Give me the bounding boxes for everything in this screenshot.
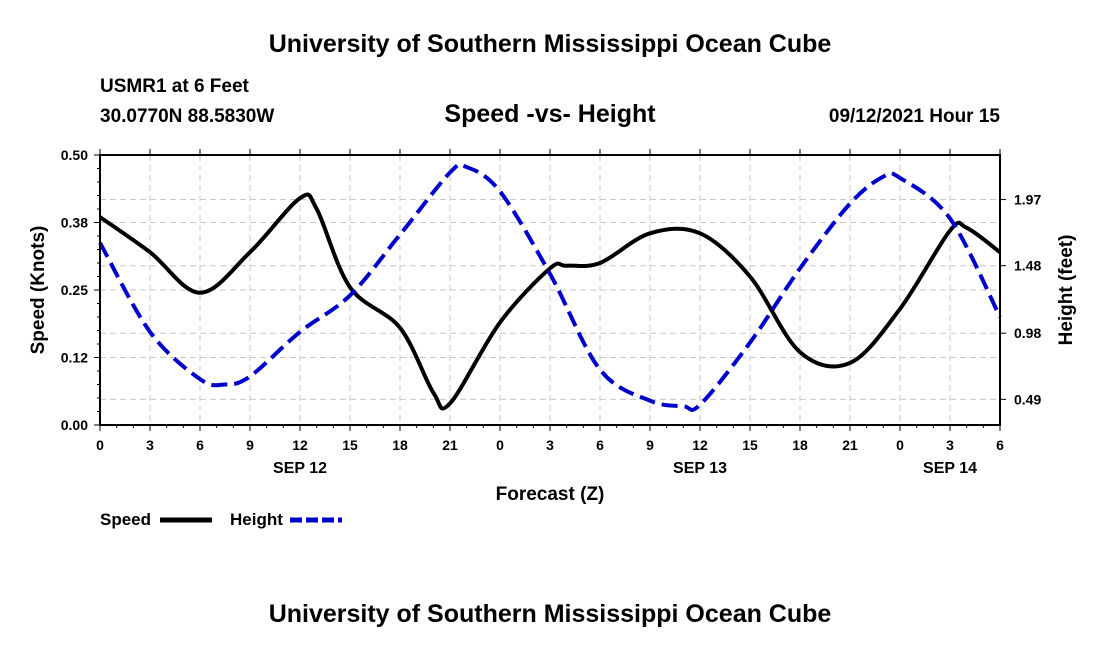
station-coordinates: 30.0770N 88.5830W — [100, 106, 275, 127]
date-label: SEP 12 — [273, 460, 327, 477]
x-tick-label: 18 — [392, 437, 408, 453]
x-tick-label: 0 — [96, 437, 104, 453]
y-axis-label-left: Speed (Knots) — [28, 226, 49, 355]
page-title: University of Southern Mississippi Ocean… — [268, 30, 832, 58]
y-left-tick-label: 0.00 — [61, 417, 88, 433]
legend-height-label: Height — [230, 510, 283, 529]
y-right-tick-label: 1.97 — [1014, 192, 1041, 208]
x-tick-label: 6 — [996, 437, 1004, 453]
y-axis-label-right: Height (feet) — [1056, 235, 1077, 346]
y-left-tick-label: 0.38 — [61, 215, 88, 231]
axis-ticks — [94, 149, 1006, 431]
y-right-tick-label: 0.49 — [1014, 391, 1041, 407]
y-left-tick-label: 0.25 — [61, 282, 88, 298]
x-tick-label: 0 — [496, 437, 504, 453]
x-tick-label: 12 — [692, 437, 708, 453]
x-tick-label: 9 — [646, 437, 654, 453]
x-tick-label: 3 — [546, 437, 554, 453]
legend: Speed Height — [100, 510, 342, 529]
x-tick-label: 6 — [596, 437, 604, 453]
chart-title: Speed -vs- Height — [444, 100, 656, 128]
series-lines — [98, 162, 1002, 412]
date-label: SEP 14 — [923, 460, 977, 477]
x-tick-label: 3 — [946, 437, 954, 453]
y-right-tick-label: 0.98 — [1014, 325, 1041, 341]
footer-title: University of Southern Mississippi Ocean… — [268, 600, 832, 628]
series-line-height — [98, 162, 1002, 412]
date-label: SEP 13 — [673, 460, 727, 477]
x-tick-label: 12 — [292, 437, 308, 453]
legend-speed-label: Speed — [100, 510, 151, 529]
x-tick-label: 18 — [792, 437, 808, 453]
y-left-tick-label: 0.12 — [61, 350, 88, 366]
series-line-speed — [98, 192, 1002, 411]
station-label: USMR1 at 6 Feet — [100, 76, 249, 97]
x-tick-label: 21 — [442, 437, 458, 453]
x-tick-label: 9 — [246, 437, 254, 453]
tick-labels: 0 3 6 9 12 15 18 21 0 3 6 9 12 15 18 21 0 3 6 SEP 12 SEP 13 S… — [61, 147, 1042, 477]
x-tick-label: 15 — [342, 437, 358, 453]
x-tick-label: 15 — [742, 437, 758, 453]
y-left-tick-label: 0.50 — [61, 147, 88, 163]
forecast-datetime: 09/12/2021 Hour 15 — [828, 106, 1000, 127]
x-tick-label: 21 — [842, 437, 858, 453]
x-axis-label: Forecast (Z) — [496, 484, 605, 505]
x-tick-label: 3 — [146, 437, 154, 453]
grid — [100, 155, 1000, 425]
y-right-tick-label: 1.48 — [1014, 258, 1041, 274]
x-tick-label: 6 — [196, 437, 204, 453]
x-tick-label: 0 — [896, 437, 904, 453]
